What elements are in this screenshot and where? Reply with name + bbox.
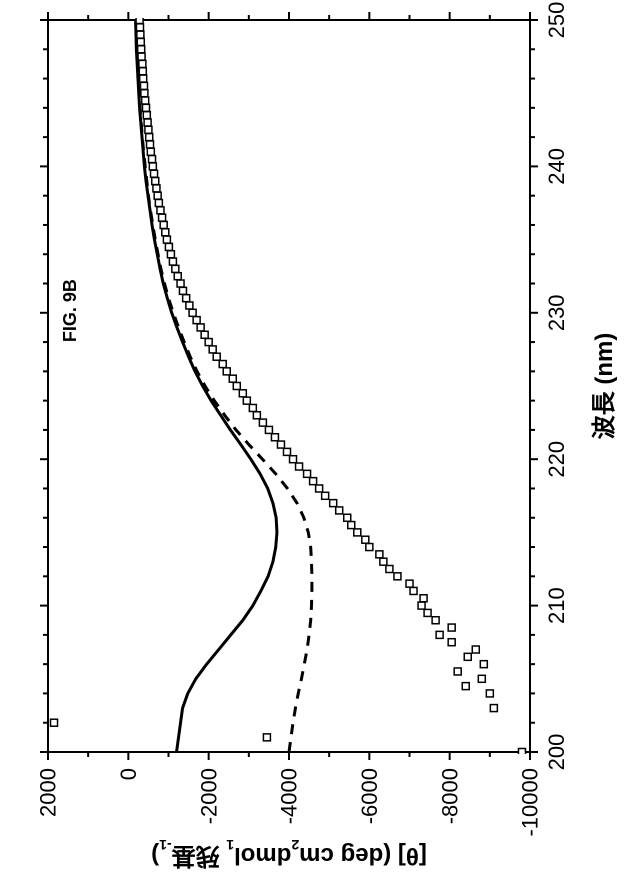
svg-text:200: 200	[544, 734, 569, 771]
svg-text:230: 230	[544, 294, 569, 331]
svg-text:0: 0	[116, 768, 141, 780]
svg-text:-8000: -8000	[437, 768, 462, 824]
x-axis-label: 波長 (nm)	[591, 333, 618, 440]
svg-text:-2000: -2000	[196, 768, 221, 824]
series-scatter-squares	[51, 17, 526, 756]
svg-text:250: 250	[544, 2, 569, 39]
svg-text:2000: 2000	[36, 768, 61, 817]
figure-title: FIG. 9B	[60, 279, 80, 342]
figure-container: 200 210 220 230 240 250 -10000 -8000 -6000 -4000 -…	[0, 0, 640, 882]
svg-text:220: 220	[544, 441, 569, 478]
svg-text:-6000: -6000	[357, 768, 382, 824]
y-axis-label: [θ] (deg cm2dmol1 残基-1)	[151, 837, 427, 869]
svg-text:-10000: -10000	[518, 768, 543, 837]
cd-spectrum-chart: 200 210 220 230 240 250 -10000 -8000 -6000 -4000 -…	[0, 0, 640, 882]
svg-text:-4000: -4000	[277, 768, 302, 824]
svg-text:210: 210	[544, 587, 569, 624]
svg-text:240: 240	[544, 148, 569, 185]
